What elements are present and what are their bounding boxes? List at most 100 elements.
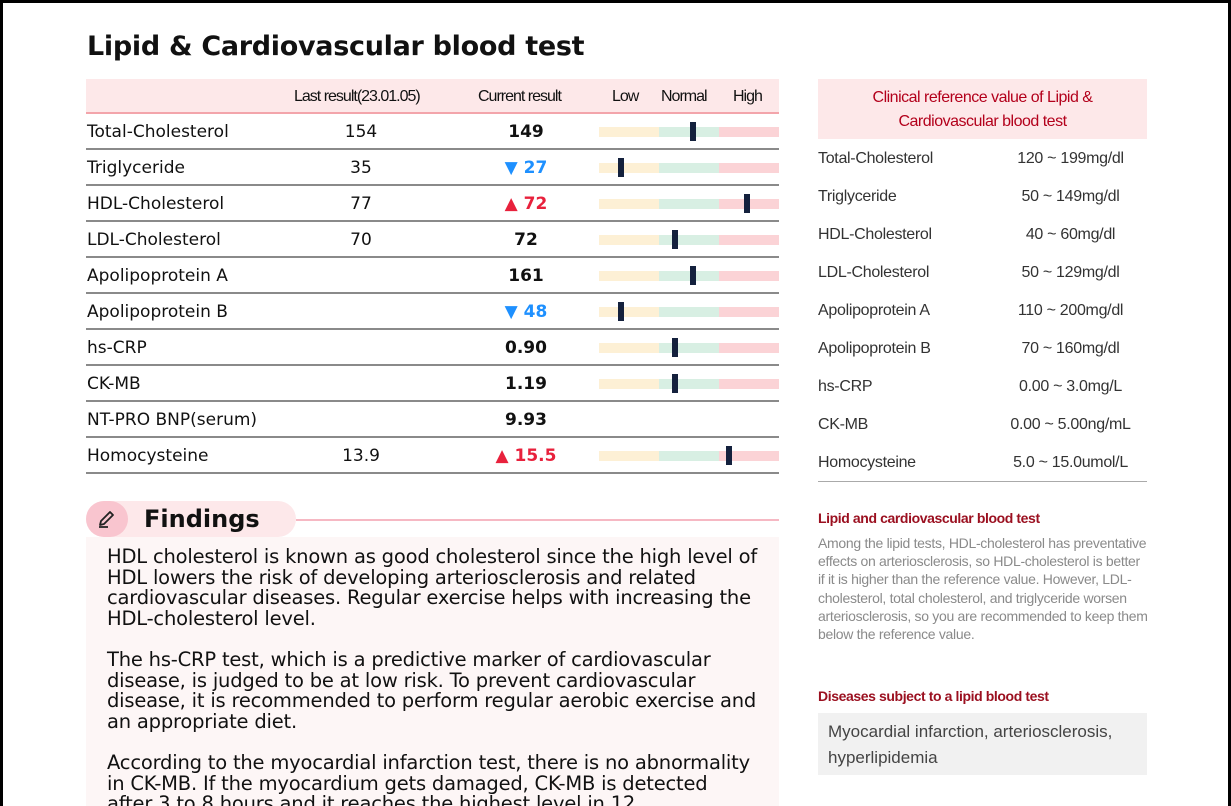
current-result: 161 [476,266,576,286]
last-result: 154 [344,122,378,142]
test-name: Total-Cholesterol [87,122,229,142]
header-current-result: Current result [478,88,562,105]
table-row: CK-MB 1.19 [86,366,779,402]
gauge-marker [689,266,696,285]
test-name: Homocysteine [87,446,209,466]
range-gauge [599,122,779,141]
gauge-normal [659,163,719,173]
current-value: 1.19 [505,374,547,394]
gauge-marker [671,374,678,393]
range-gauge [599,158,779,177]
table-row: Apolipoprotein A 161 [86,258,779,294]
current-result: 149 [476,122,576,142]
gauge-normal [659,379,719,389]
table-row: Total-Cholesterol 154 149 [86,114,779,150]
gauge-normal [659,127,719,137]
gauge-high [719,271,779,281]
gauge-normal [659,271,719,281]
reference-value: 120 ~ 199mg/dl [1017,150,1124,167]
current-value: 72 [523,194,548,214]
reference-row: CK-MB 0.00 ~ 5.00ng/mL [818,405,1147,443]
table-row: Triglyceride 35 ▼ 27 [86,150,779,186]
reference-name: Homocysteine [818,454,916,471]
reference-title-line1: Clinical reference value of Lipid & [872,89,1093,106]
current-result: 1.19 [476,374,576,394]
finding-paragraph: HDL cholesterol is known as good cholest… [107,545,757,630]
gauge-high [719,379,779,389]
gauge-low [599,271,659,281]
reference-panel: Clinical reference value of Lipid & Card… [818,79,1147,482]
diseases-title: Diseases subject to a lipid blood test [818,688,1049,704]
reference-name: Triglyceride [818,188,897,205]
current-result: 9.93 [476,410,576,430]
gauge-normal [659,199,719,209]
reference-value: 70 ~ 160mg/dl [1021,340,1120,357]
current-value: 9.93 [505,410,547,430]
table-row: hs-CRP 0.90 [86,330,779,366]
current-result: ▲ 15.5 [476,446,576,466]
finding-paragraph: The hs-CRP test, which is a predictive m… [107,648,757,733]
gauge-normal [659,235,719,245]
reference-name: LDL-Cholesterol [818,264,930,281]
test-name: NT-PRO BNP(serum) [87,410,258,430]
lipid-info-title: Lipid and cardiovascular blood test [818,510,1040,526]
reference-title: Clinical reference value of Lipid & Card… [818,79,1147,139]
up-arrow-icon: ▲ [504,194,518,214]
findings-header: Findings [86,501,296,537]
gauge-marker [671,230,678,249]
gauge-marker [617,158,624,177]
range-gauge [599,194,779,213]
current-result: ▲ 72 [476,194,576,214]
reference-row: Apolipoprotein B 70 ~ 160mg/dl [818,329,1147,367]
last-result: 35 [350,158,372,178]
page-title: Lipid & Cardiovascular blood test [87,31,585,62]
reference-row: HDL-Cholesterol 40 ~ 60mg/dl [818,215,1147,253]
reference-row: LDL-Cholesterol 50 ~ 129mg/dl [818,253,1147,291]
current-result: ▼ 27 [476,158,576,178]
gauge-high [719,127,779,137]
header-low: Low [612,88,639,105]
reference-row: hs-CRP 0.00 ~ 3.0mg/L [818,367,1147,405]
results-table: Last result(23.01.05) Current result Low… [86,79,779,474]
gauge-low [599,343,659,353]
gauge-marker [743,194,750,213]
last-result: 77 [350,194,372,214]
gauge-high [719,307,779,317]
gauge-marker [617,302,624,321]
reference-value: 0.00 ~ 3.0mg/L [1019,378,1122,395]
gauge-low [599,451,659,461]
reference-row: Homocysteine 5.0 ~ 15.0umol/L [818,443,1147,481]
current-value: 15.5 [514,446,557,466]
reference-name: CK-MB [818,416,869,433]
test-name: LDL-Cholesterol [87,230,221,250]
up-arrow-icon: ▲ [495,446,509,466]
gauge-marker [671,338,678,357]
range-gauge [599,338,779,357]
test-name: HDL-Cholesterol [87,194,225,214]
gauge-normal [659,343,719,353]
gauge-low [599,199,659,209]
range-gauge [599,446,779,465]
current-result: ▼ 48 [476,302,576,322]
reference-row: Triglyceride 50 ~ 149mg/dl [818,177,1147,215]
findings-divider [296,519,779,521]
reference-title-line2: Cardiovascular blood test [898,113,1067,130]
header-last-result: Last result(23.01.05) [294,88,421,105]
reference-value: 40 ~ 60mg/dl [1025,226,1116,243]
gauge-normal [659,451,719,461]
table-row: LDL-Cholesterol 70 72 [86,222,779,258]
gauge-marker [725,446,732,465]
table-header: Last result(23.01.05) Current result Low… [86,79,779,114]
current-value: 72 [514,230,538,250]
test-name: Triglyceride [87,158,185,178]
gauge-high [719,235,779,245]
range-gauge [599,230,779,249]
gauge-normal [659,307,719,317]
finding-paragraph: According to the myocardial infarction t… [107,751,750,806]
gauge-low [599,127,659,137]
diseases-text: Myocardial infarction, arteriosclerosis,… [818,713,1147,775]
gauge-high [719,343,779,353]
gauge-low [599,235,659,245]
test-name: hs-CRP [87,338,147,358]
